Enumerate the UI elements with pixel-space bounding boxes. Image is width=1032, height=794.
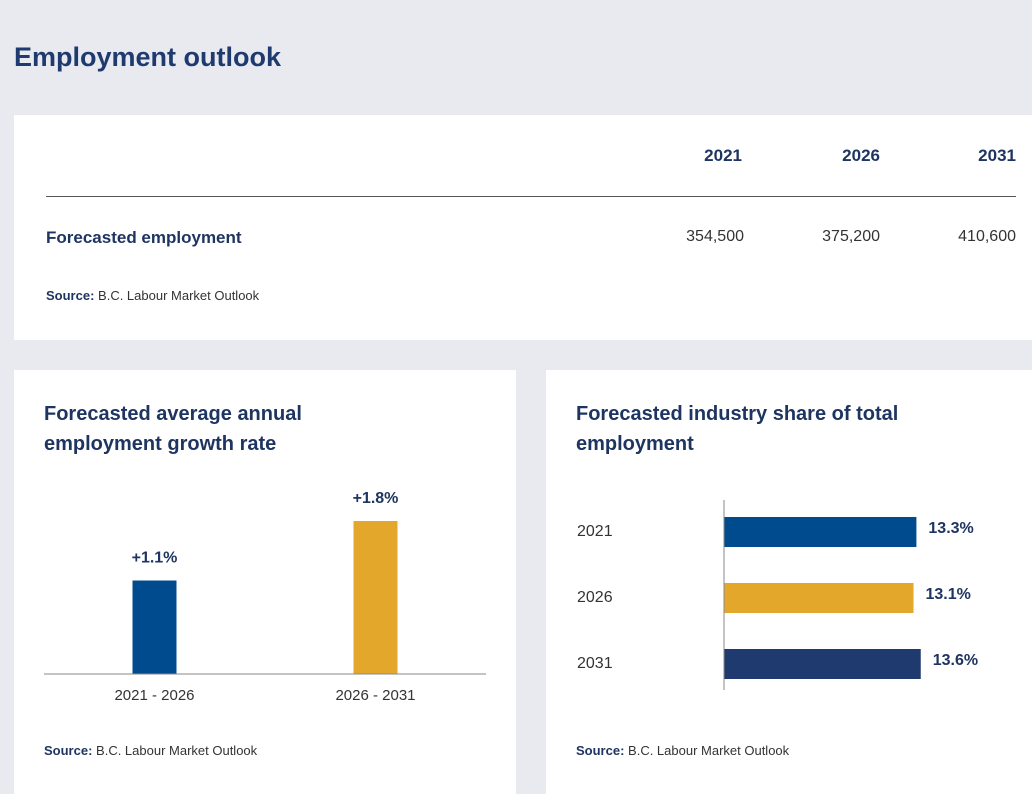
row-label: Forecasted employment <box>46 228 242 247</box>
source: Source: B.C. Labour Market Outlook <box>44 743 257 758</box>
chart: 13.3% 2021 13.1% 2026 13.6% 2031 <box>577 500 978 690</box>
page-title: Employment outlook <box>14 42 282 72</box>
bar <box>353 521 398 674</box>
cell: 410,600 <box>958 228 1016 245</box>
source-text: B.C. Labour Market Outlook <box>96 743 258 758</box>
source-label: Source: <box>44 743 93 758</box>
x-tick-label: 2021 - 2026 <box>114 687 194 704</box>
cell: 375,200 <box>822 228 880 245</box>
value-label: 13.3% <box>928 520 973 537</box>
table-panel <box>14 115 1032 340</box>
cell: 354,500 <box>686 228 744 245</box>
y-tick-label: 2021 <box>577 523 613 540</box>
bar <box>132 580 177 674</box>
bar <box>724 583 914 613</box>
chart-panel <box>546 370 1032 794</box>
chart: +1.1% 2021 - 2026 +1.8% 2026 - 2031 <box>44 490 486 704</box>
source: Source: B.C. Labour Market Outlook <box>576 743 789 758</box>
value-label: +1.1% <box>132 550 178 567</box>
y-tick-label: 2031 <box>577 655 613 672</box>
source-text: B.C. Labour Market Outlook <box>98 288 260 303</box>
source-label: Source: <box>576 743 625 758</box>
column-header: 2031 <box>978 146 1016 165</box>
chart-title: Forecasted average annual employment gro… <box>44 403 302 455</box>
source-label: Source: <box>46 288 95 303</box>
bar <box>724 649 921 679</box>
header-rule <box>46 196 1016 197</box>
chart-panel <box>14 370 516 794</box>
value-label: 13.6% <box>933 652 978 669</box>
y-tick-label: 2026 <box>577 589 613 606</box>
value-label: +1.8% <box>353 490 399 507</box>
x-tick-label: 2026 - 2031 <box>335 687 415 704</box>
value-label: 13.1% <box>926 586 971 603</box>
column-header: 2026 <box>842 146 880 165</box>
bar <box>724 517 917 547</box>
chart-title: Forecasted industry share of total emplo… <box>576 403 899 455</box>
source-text: B.C. Labour Market Outlook <box>628 743 790 758</box>
column-header: 2021 <box>704 146 742 165</box>
source: Source: B.C. Labour Market Outlook <box>46 288 259 303</box>
